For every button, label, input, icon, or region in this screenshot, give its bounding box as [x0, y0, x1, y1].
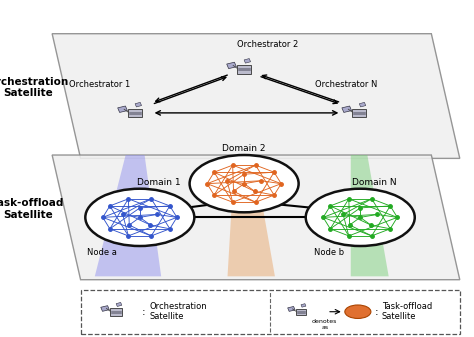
Text: Domain 1: Domain 1 — [137, 178, 181, 187]
Polygon shape — [135, 102, 142, 107]
Text: Task-offload
Satellite: Task-offload Satellite — [382, 302, 432, 321]
Polygon shape — [288, 306, 295, 311]
Polygon shape — [296, 309, 306, 315]
Polygon shape — [52, 155, 460, 280]
Polygon shape — [101, 306, 109, 311]
FancyArrowPatch shape — [330, 309, 340, 314]
Ellipse shape — [190, 155, 299, 212]
Ellipse shape — [306, 189, 415, 246]
Text: Domain 2: Domain 2 — [222, 144, 266, 153]
Polygon shape — [227, 62, 237, 69]
Ellipse shape — [345, 305, 371, 318]
Polygon shape — [116, 302, 122, 306]
Polygon shape — [301, 304, 306, 307]
Polygon shape — [244, 59, 251, 63]
Polygon shape — [359, 102, 366, 107]
Polygon shape — [228, 155, 275, 276]
Text: denotes
as: denotes as — [312, 319, 337, 330]
Text: Domain N: Domain N — [352, 178, 397, 187]
Text: Node b: Node b — [314, 248, 345, 257]
Polygon shape — [351, 155, 389, 276]
FancyBboxPatch shape — [81, 290, 460, 334]
Polygon shape — [110, 308, 122, 316]
Text: Orchestrator N: Orchestrator N — [315, 80, 377, 89]
Polygon shape — [118, 106, 128, 113]
Polygon shape — [352, 109, 366, 118]
Ellipse shape — [85, 189, 194, 246]
Text: :: : — [374, 307, 378, 317]
Text: :: : — [142, 307, 146, 317]
Text: Orchestration
Satellite: Orchestration Satellite — [0, 77, 69, 98]
Text: Orchestration
Satellite: Orchestration Satellite — [149, 302, 207, 321]
Polygon shape — [128, 109, 142, 118]
Polygon shape — [237, 65, 251, 74]
Polygon shape — [95, 155, 161, 276]
Text: Orchestrator 2: Orchestrator 2 — [237, 40, 299, 49]
Polygon shape — [342, 106, 352, 113]
Text: Node a: Node a — [87, 248, 117, 257]
Text: Fig. 2: The control architecture of the satellite network can be: Fig. 2: The control architecture of the … — [137, 326, 375, 335]
Text: Task-offload
Satellite: Task-offload Satellite — [0, 198, 64, 220]
Polygon shape — [52, 34, 460, 158]
Text: Orchestrator 1: Orchestrator 1 — [69, 80, 130, 89]
